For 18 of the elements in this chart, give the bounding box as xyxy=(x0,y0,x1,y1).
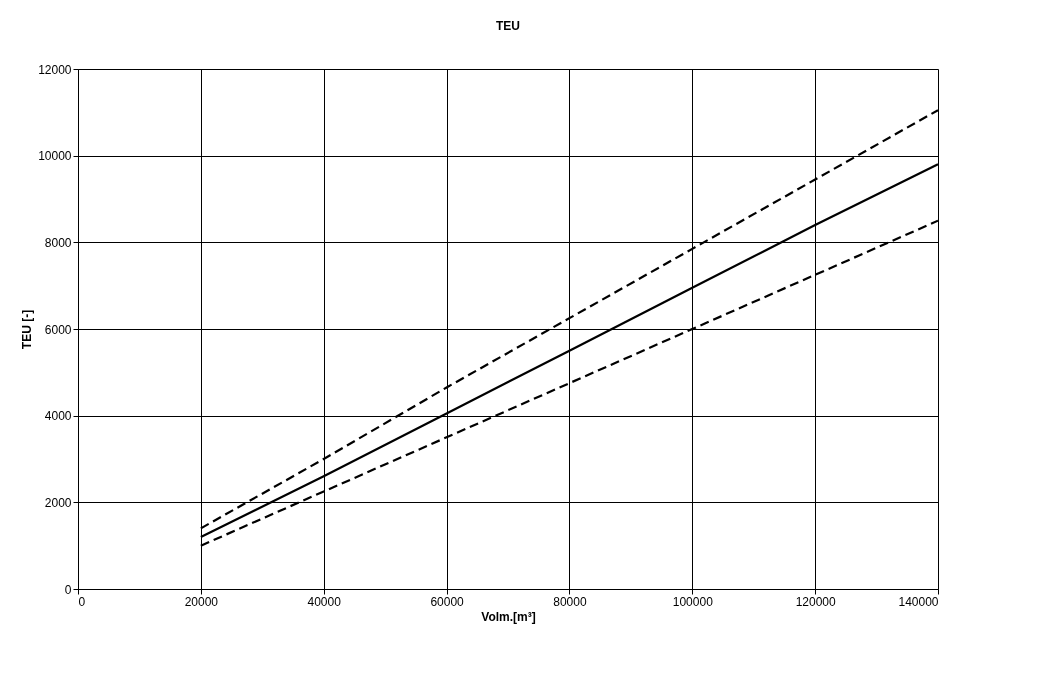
y-tick-label: 4000 xyxy=(44,409,72,424)
x-tick-label: 140000 xyxy=(898,594,939,609)
y-axis-title: TEU [-] xyxy=(20,309,35,350)
x-tick-label: 40000 xyxy=(307,594,342,609)
chart-title: TEU xyxy=(496,19,520,33)
y-tick-label: 12000 xyxy=(38,62,72,77)
y-tick-label: 6000 xyxy=(44,322,72,337)
x-tick-label: 80000 xyxy=(553,594,587,609)
y-tick-label: 0 xyxy=(64,582,72,597)
x-tick-label: 100000 xyxy=(672,594,714,609)
y-tick-label: 10000 xyxy=(38,149,72,164)
x-tick-label: 120000 xyxy=(795,594,836,609)
y-tick-label: 2000 xyxy=(44,495,72,510)
y-tick-label: 8000 xyxy=(44,235,72,250)
x-tick-label: 60000 xyxy=(430,594,465,609)
x-tick-label: 0 xyxy=(78,594,86,609)
x-axis-title: Volm.[m³] xyxy=(481,609,536,624)
x-tick-label: 20000 xyxy=(184,594,219,609)
